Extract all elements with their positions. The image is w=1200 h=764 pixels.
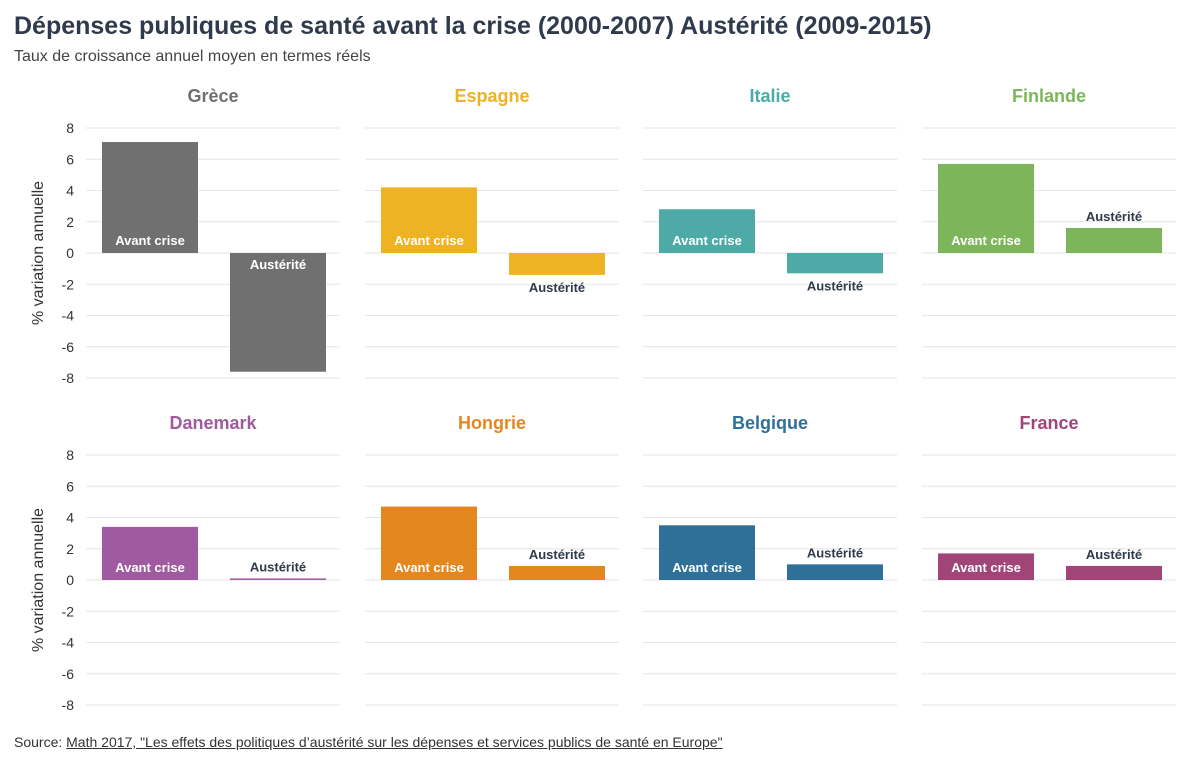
bar-label: Avant crise (394, 560, 464, 575)
bar-grece-austerite (230, 253, 326, 372)
panel-title-grece: Grèce (187, 86, 238, 106)
y-tick-label: -6 (62, 666, 75, 682)
y-tick-label: -8 (62, 697, 75, 713)
bar-italie-avant-crise (659, 209, 755, 253)
chart-title: Dépenses publiques de santé avant la cri… (14, 12, 932, 40)
source-prefix: Source: (14, 734, 63, 750)
y-tick-label: 2 (66, 214, 74, 230)
panel-title-finlande: Finlande (1012, 86, 1086, 106)
bar-label: Austérité (250, 559, 306, 574)
bar-italie-austerite (787, 253, 883, 274)
bar-france-avant-crise (938, 553, 1034, 580)
bar-label: Avant crise (115, 560, 185, 575)
bar-label: Avant crise (672, 560, 742, 575)
bar-label: Avant crise (951, 560, 1021, 575)
y-tick-label: -2 (62, 276, 75, 292)
bar-label: Austérité (1086, 547, 1142, 562)
bar-label: Avant crise (672, 233, 742, 248)
bar-label: Avant crise (951, 233, 1021, 248)
panel-title-france: France (1019, 413, 1078, 433)
y-tick-label: 8 (66, 447, 74, 463)
bar-label: Avant crise (394, 233, 464, 248)
y-tick-label: 4 (66, 183, 74, 199)
bar-finlande-avant-crise (938, 163, 1034, 253)
y-tick-label: -8 (62, 370, 75, 386)
bar-hongrie-austerite (509, 565, 605, 580)
source-link[interactable]: Math 2017, "Les effets des politiques d’… (66, 734, 723, 750)
panel-title-italie: Italie (749, 86, 790, 106)
bar-finlande-austerite (1066, 228, 1162, 253)
bar-hongrie-avant-crise (381, 506, 477, 580)
bar-label: Austérité (807, 545, 863, 560)
bar-belgique-avant-crise (659, 525, 755, 580)
bar-label: Austérité (250, 257, 306, 272)
panel-title-espagne: Espagne (454, 86, 529, 106)
source-note: Source: Math 2017, "Les effets des polit… (14, 734, 723, 750)
panel-title-hongrie: Hongrie (458, 413, 526, 433)
y-tick-label: -2 (62, 603, 75, 619)
bar-espagne-avant-crise (381, 187, 477, 253)
bar-belgique-austerite (787, 564, 883, 580)
y-axis-label: % variation annuelle (30, 508, 47, 652)
y-tick-label: 8 (66, 120, 74, 136)
bar-label: Austérité (807, 278, 863, 293)
y-tick-label: -4 (62, 635, 75, 651)
bar-label: Avant crise (115, 233, 185, 248)
y-tick-label: 6 (66, 151, 74, 167)
bar-espagne-austerite (509, 253, 605, 275)
y-tick-label: -4 (62, 308, 75, 324)
y-tick-label: 0 (66, 245, 74, 261)
bar-danemark-avant-crise (102, 526, 198, 580)
y-tick-label: 0 (66, 572, 74, 588)
y-tick-label: 2 (66, 541, 74, 557)
y-tick-label: 6 (66, 478, 74, 494)
chart-subtitle: Taux de croissance annuel moyen en terme… (14, 48, 371, 65)
y-tick-label: -6 (62, 339, 75, 355)
bar-label: Austérité (1086, 209, 1142, 224)
bar-label: Austérité (529, 280, 585, 295)
panel-title-belgique: Belgique (732, 413, 808, 433)
bar-grece-avant-crise (102, 142, 198, 253)
y-axis-label: % variation annuelle (30, 181, 47, 325)
bar-danemark-austerite (230, 578, 326, 580)
bar-france-austerite (1066, 565, 1162, 580)
y-tick-label: 4 (66, 510, 74, 526)
panel-title-danemark: Danemark (169, 413, 257, 433)
bar-label: Austérité (529, 547, 585, 562)
